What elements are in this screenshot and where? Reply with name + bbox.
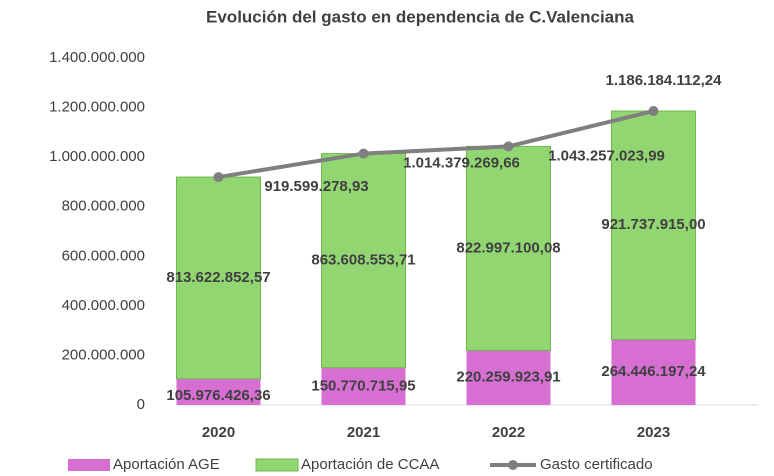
legend-marker [508, 460, 518, 470]
bar [321, 367, 406, 405]
x-tick-label: 2020 [202, 424, 235, 441]
data-label: 1.014.379.269,66 [403, 155, 520, 172]
data-label: 919.599.278,93 [264, 178, 368, 195]
bar [611, 110, 696, 340]
data-label: 813.622.852,57 [166, 269, 270, 286]
data-label: 105.976.426,36 [166, 387, 270, 404]
y-tick-label: 1.200.000.000 [49, 99, 145, 116]
x-tick-label: 2021 [347, 424, 380, 441]
data-label: 921.737.915,00 [601, 216, 705, 233]
marker [648, 105, 659, 116]
data-label: 1.186.184.112,24 [606, 72, 723, 89]
legend-label: Aportación de CCAA [301, 456, 439, 473]
y-tick-label: 1.000.000.000 [49, 148, 145, 165]
marker [358, 148, 369, 159]
y-tick-label: 600.000.000 [62, 247, 145, 264]
y-tick-label: 0 [137, 396, 145, 413]
data-label: 264.446.197,24 [601, 363, 706, 380]
data-label: 220.259.923,91 [456, 369, 560, 386]
y-tick-label: 200.000.000 [62, 346, 145, 363]
marker [503, 141, 514, 152]
x-tick-label: 2023 [637, 424, 670, 441]
x-tick-label: 2022 [492, 424, 525, 441]
bar [611, 339, 696, 405]
line [218, 109, 654, 180]
legend-label: Gasto certificado [540, 456, 653, 473]
bar [466, 145, 551, 351]
legend-swatch [255, 458, 299, 472]
data-label: 863.608.553,71 [311, 252, 415, 269]
bar [176, 176, 261, 380]
y-tick-label: 1.400.000.000 [49, 49, 145, 66]
legend-label: Aportación AGE [113, 456, 220, 473]
y-tick-label: 400.000.000 [62, 297, 145, 314]
data-label: 822.997.100,08 [456, 239, 560, 256]
data-label: 1.043.257.023,99 [548, 147, 665, 164]
legend-swatch [68, 459, 110, 471]
y-tick-label: 800.000.000 [62, 198, 145, 215]
bar [321, 153, 406, 369]
bar [176, 378, 261, 405]
data-label: 150.770.715,95 [311, 377, 415, 394]
marker [213, 172, 224, 183]
chart-title: Evolución del gasto en dependencia de C.… [206, 7, 635, 26]
bar [466, 350, 551, 405]
